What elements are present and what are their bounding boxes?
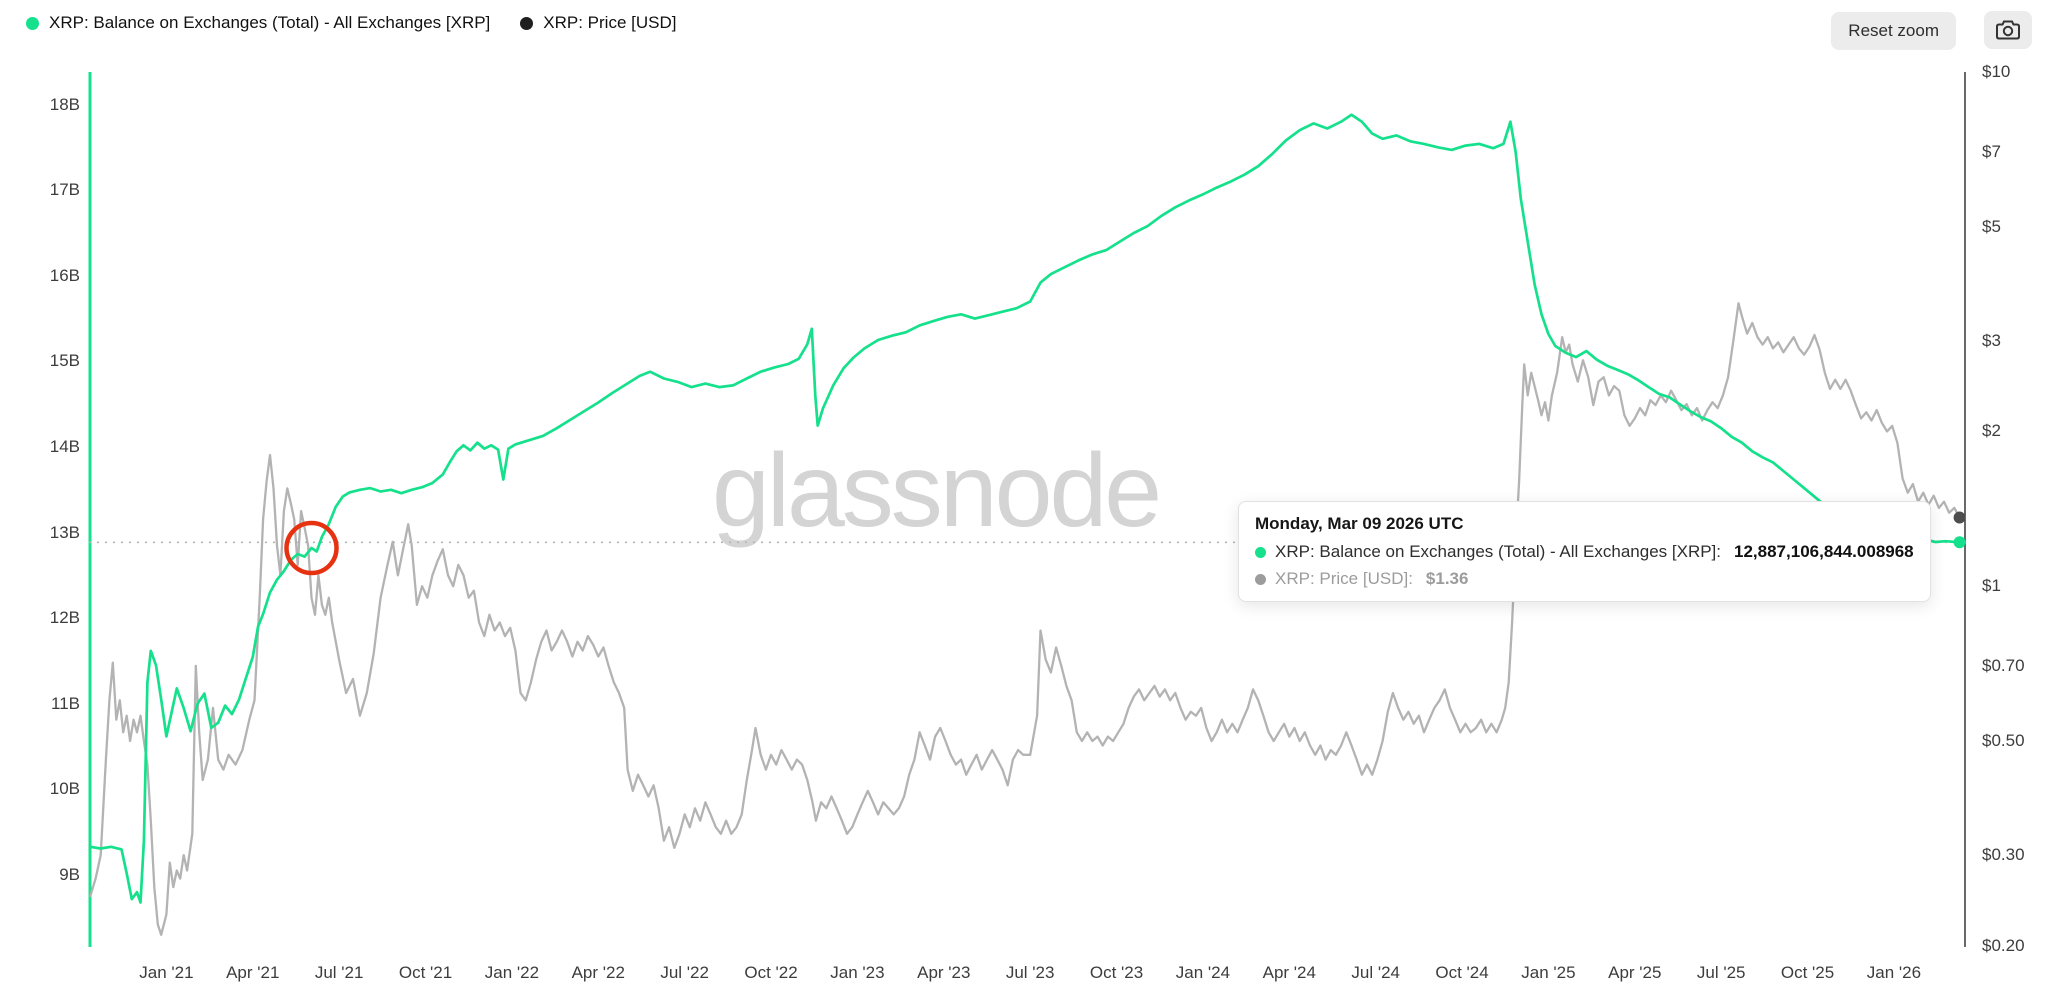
screenshot-button[interactable] (1984, 11, 2032, 49)
glassnode-watermark: glassnode (712, 433, 1162, 549)
tooltip-price-label: XRP: Price [USD]: (1275, 569, 1413, 589)
legend-item-balance[interactable]: XRP: Balance on Exchanges (Total) - All … (26, 13, 490, 33)
tooltip-balance-label: XRP: Balance on Exchanges (Total) - All … (1275, 542, 1722, 562)
price-series-end-dot (1953, 511, 1966, 524)
tooltip-date: Monday, Mar 09 2026 UTC (1255, 514, 1464, 533)
red-circle-annotation (284, 520, 339, 576)
tooltip-row-balance: XRP: Balance on Exchanges (Total) - All … (1255, 541, 1914, 563)
tooltip-balance-value: 12,887,106,844.008968 (1734, 542, 1914, 562)
chart-tooltip: Monday, Mar 09 2026 UTC XRP: Balance on … (1238, 501, 1931, 603)
price-series-dot (1255, 573, 1266, 585)
balance-series-end-dot (1953, 536, 1966, 549)
price-series-line (89, 302, 1961, 936)
chart-legend: XRP: Balance on Exchanges (Total) - All … (26, 13, 676, 33)
balance-series-dot (1255, 546, 1266, 558)
balance-legend-label: XRP: Balance on Exchanges (Total) - All … (49, 13, 491, 32)
price-legend-dot (520, 16, 534, 30)
balance-legend-dot (26, 16, 39, 30)
legend-item-price[interactable]: XRP: Price [USD] (520, 13, 676, 33)
tooltip-price-value: $1.36 (1425, 569, 1469, 589)
price-legend-label: XRP: Price [USD] (543, 13, 677, 32)
tooltip-row-price: XRP: Price [USD]: $1.36 (1255, 568, 1914, 590)
balance-series-line (89, 113, 1961, 904)
reset-zoom-button[interactable]: Reset zoom (1831, 12, 1956, 50)
camera-icon (1996, 20, 2020, 40)
